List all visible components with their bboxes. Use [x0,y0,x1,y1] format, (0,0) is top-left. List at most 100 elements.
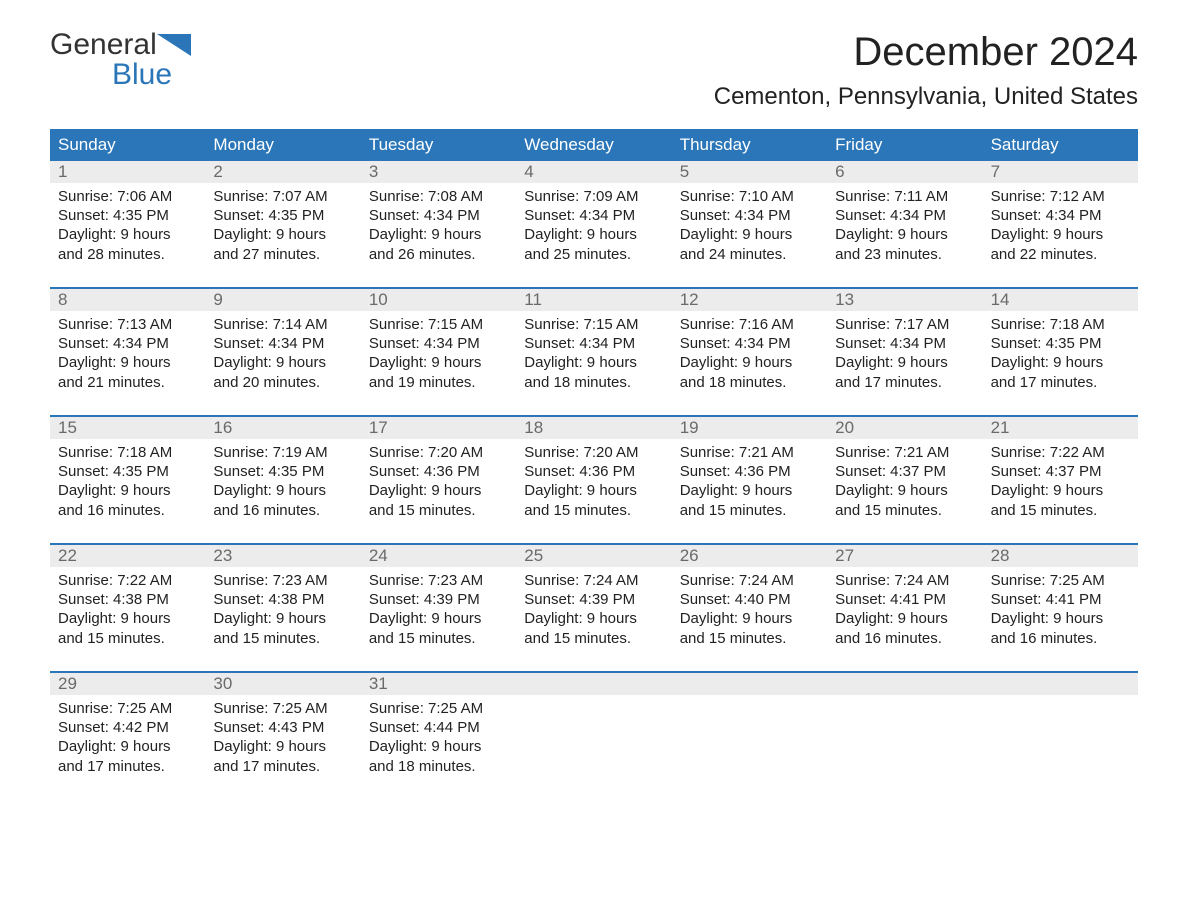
dow-header: Thursday [672,129,827,161]
dow-header: Saturday [983,129,1138,161]
sunset-text: Sunset: 4:34 PM [680,206,819,225]
sunrise-text: Sunrise: 7:16 AM [680,315,819,334]
day-cell: Sunrise: 7:22 AMSunset: 4:37 PMDaylight:… [983,439,1138,521]
sunset-text: Sunset: 4:40 PM [680,590,819,609]
sunrise-text: Sunrise: 7:21 AM [680,443,819,462]
sunrise-text: Sunrise: 7:24 AM [680,571,819,590]
day-number: 11 [516,289,671,311]
sunrise-text: Sunrise: 7:23 AM [369,571,508,590]
sunrise-text: Sunrise: 7:20 AM [369,443,508,462]
day-cell: Sunrise: 7:14 AMSunset: 4:34 PMDaylight:… [205,311,360,393]
day-number [983,673,1138,695]
daylight-text: Daylight: 9 hours [213,353,352,372]
sunset-text: Sunset: 4:34 PM [524,334,663,353]
daylight-text: and 17 minutes. [58,757,197,776]
day-number: 6 [827,161,982,183]
day-cell: Sunrise: 7:13 AMSunset: 4:34 PMDaylight:… [50,311,205,393]
sunset-text: Sunset: 4:38 PM [58,590,197,609]
sunrise-text: Sunrise: 7:25 AM [58,699,197,718]
sunset-text: Sunset: 4:37 PM [835,462,974,481]
daylight-text: Daylight: 9 hours [369,737,508,756]
header: General Blue December 2024 Cementon, Pen… [50,30,1138,111]
daylight-text: Daylight: 9 hours [680,481,819,500]
day-cell: Sunrise: 7:06 AMSunset: 4:35 PMDaylight:… [50,183,205,265]
sunrise-text: Sunrise: 7:25 AM [213,699,352,718]
sunrise-text: Sunrise: 7:14 AM [213,315,352,334]
day-number: 22 [50,545,205,567]
day-cell: Sunrise: 7:15 AMSunset: 4:34 PMDaylight:… [516,311,671,393]
daylight-text: and 18 minutes. [369,757,508,776]
day-cell: Sunrise: 7:22 AMSunset: 4:38 PMDaylight:… [50,567,205,649]
day-cell: Sunrise: 7:21 AMSunset: 4:36 PMDaylight:… [672,439,827,521]
sunrise-text: Sunrise: 7:25 AM [991,571,1130,590]
day-cell: Sunrise: 7:12 AMSunset: 4:34 PMDaylight:… [983,183,1138,265]
daylight-text: Daylight: 9 hours [680,353,819,372]
dow-header: Wednesday [516,129,671,161]
day-cell: Sunrise: 7:23 AMSunset: 4:38 PMDaylight:… [205,567,360,649]
daylight-text: and 22 minutes. [991,245,1130,264]
logo-flag-icon [157,34,191,56]
day-cell: Sunrise: 7:07 AMSunset: 4:35 PMDaylight:… [205,183,360,265]
daylight-text: and 17 minutes. [835,373,974,392]
day-number: 21 [983,417,1138,439]
daylight-text: and 15 minutes. [213,629,352,648]
daylight-text: and 17 minutes. [213,757,352,776]
day-cell: Sunrise: 7:15 AMSunset: 4:34 PMDaylight:… [361,311,516,393]
daylight-text: and 15 minutes. [369,629,508,648]
daylight-text: Daylight: 9 hours [835,353,974,372]
sunrise-text: Sunrise: 7:15 AM [524,315,663,334]
day-number: 9 [205,289,360,311]
day-cell: Sunrise: 7:24 AMSunset: 4:41 PMDaylight:… [827,567,982,649]
day-cell: Sunrise: 7:09 AMSunset: 4:34 PMDaylight:… [516,183,671,265]
day-cell: Sunrise: 7:25 AMSunset: 4:44 PMDaylight:… [361,695,516,777]
day-cell: Sunrise: 7:17 AMSunset: 4:34 PMDaylight:… [827,311,982,393]
month-title: December 2024 [714,30,1138,75]
daylight-text: and 15 minutes. [835,501,974,520]
day-number: 23 [205,545,360,567]
day-number: 18 [516,417,671,439]
sunrise-text: Sunrise: 7:22 AM [991,443,1130,462]
sunrise-text: Sunrise: 7:19 AM [213,443,352,462]
daylight-text: and 15 minutes. [680,629,819,648]
day-cell [516,695,671,777]
daylight-text: Daylight: 9 hours [835,481,974,500]
daylight-text: and 17 minutes. [991,373,1130,392]
daylight-text: Daylight: 9 hours [58,353,197,372]
day-number: 15 [50,417,205,439]
day-cell: Sunrise: 7:24 AMSunset: 4:39 PMDaylight:… [516,567,671,649]
day-cell [827,695,982,777]
daylight-text: Daylight: 9 hours [991,481,1130,500]
daylight-text: Daylight: 9 hours [991,225,1130,244]
day-cell: Sunrise: 7:10 AMSunset: 4:34 PMDaylight:… [672,183,827,265]
daylight-text: and 18 minutes. [680,373,819,392]
day-number: 24 [361,545,516,567]
day-cell: Sunrise: 7:19 AMSunset: 4:35 PMDaylight:… [205,439,360,521]
daylight-text: Daylight: 9 hours [58,609,197,628]
daylight-text: and 15 minutes. [58,629,197,648]
daylight-text: Daylight: 9 hours [369,353,508,372]
sunset-text: Sunset: 4:35 PM [213,206,352,225]
sunset-text: Sunset: 4:35 PM [58,462,197,481]
sunrise-text: Sunrise: 7:18 AM [991,315,1130,334]
sunrise-text: Sunrise: 7:11 AM [835,187,974,206]
day-cell: Sunrise: 7:20 AMSunset: 4:36 PMDaylight:… [516,439,671,521]
day-number: 20 [827,417,982,439]
daylight-text: Daylight: 9 hours [58,481,197,500]
day-number: 5 [672,161,827,183]
daylight-text: and 15 minutes. [680,501,819,520]
day-cell: Sunrise: 7:25 AMSunset: 4:43 PMDaylight:… [205,695,360,777]
sunrise-text: Sunrise: 7:24 AM [835,571,974,590]
dow-header: Monday [205,129,360,161]
day-number: 17 [361,417,516,439]
daylight-text: Daylight: 9 hours [835,609,974,628]
day-number: 29 [50,673,205,695]
sunset-text: Sunset: 4:39 PM [524,590,663,609]
daylight-text: Daylight: 9 hours [369,481,508,500]
sunrise-text: Sunrise: 7:21 AM [835,443,974,462]
sunrise-text: Sunrise: 7:23 AM [213,571,352,590]
sunset-text: Sunset: 4:34 PM [991,206,1130,225]
day-number [672,673,827,695]
day-number: 30 [205,673,360,695]
day-cell [983,695,1138,777]
daylight-text: Daylight: 9 hours [213,225,352,244]
